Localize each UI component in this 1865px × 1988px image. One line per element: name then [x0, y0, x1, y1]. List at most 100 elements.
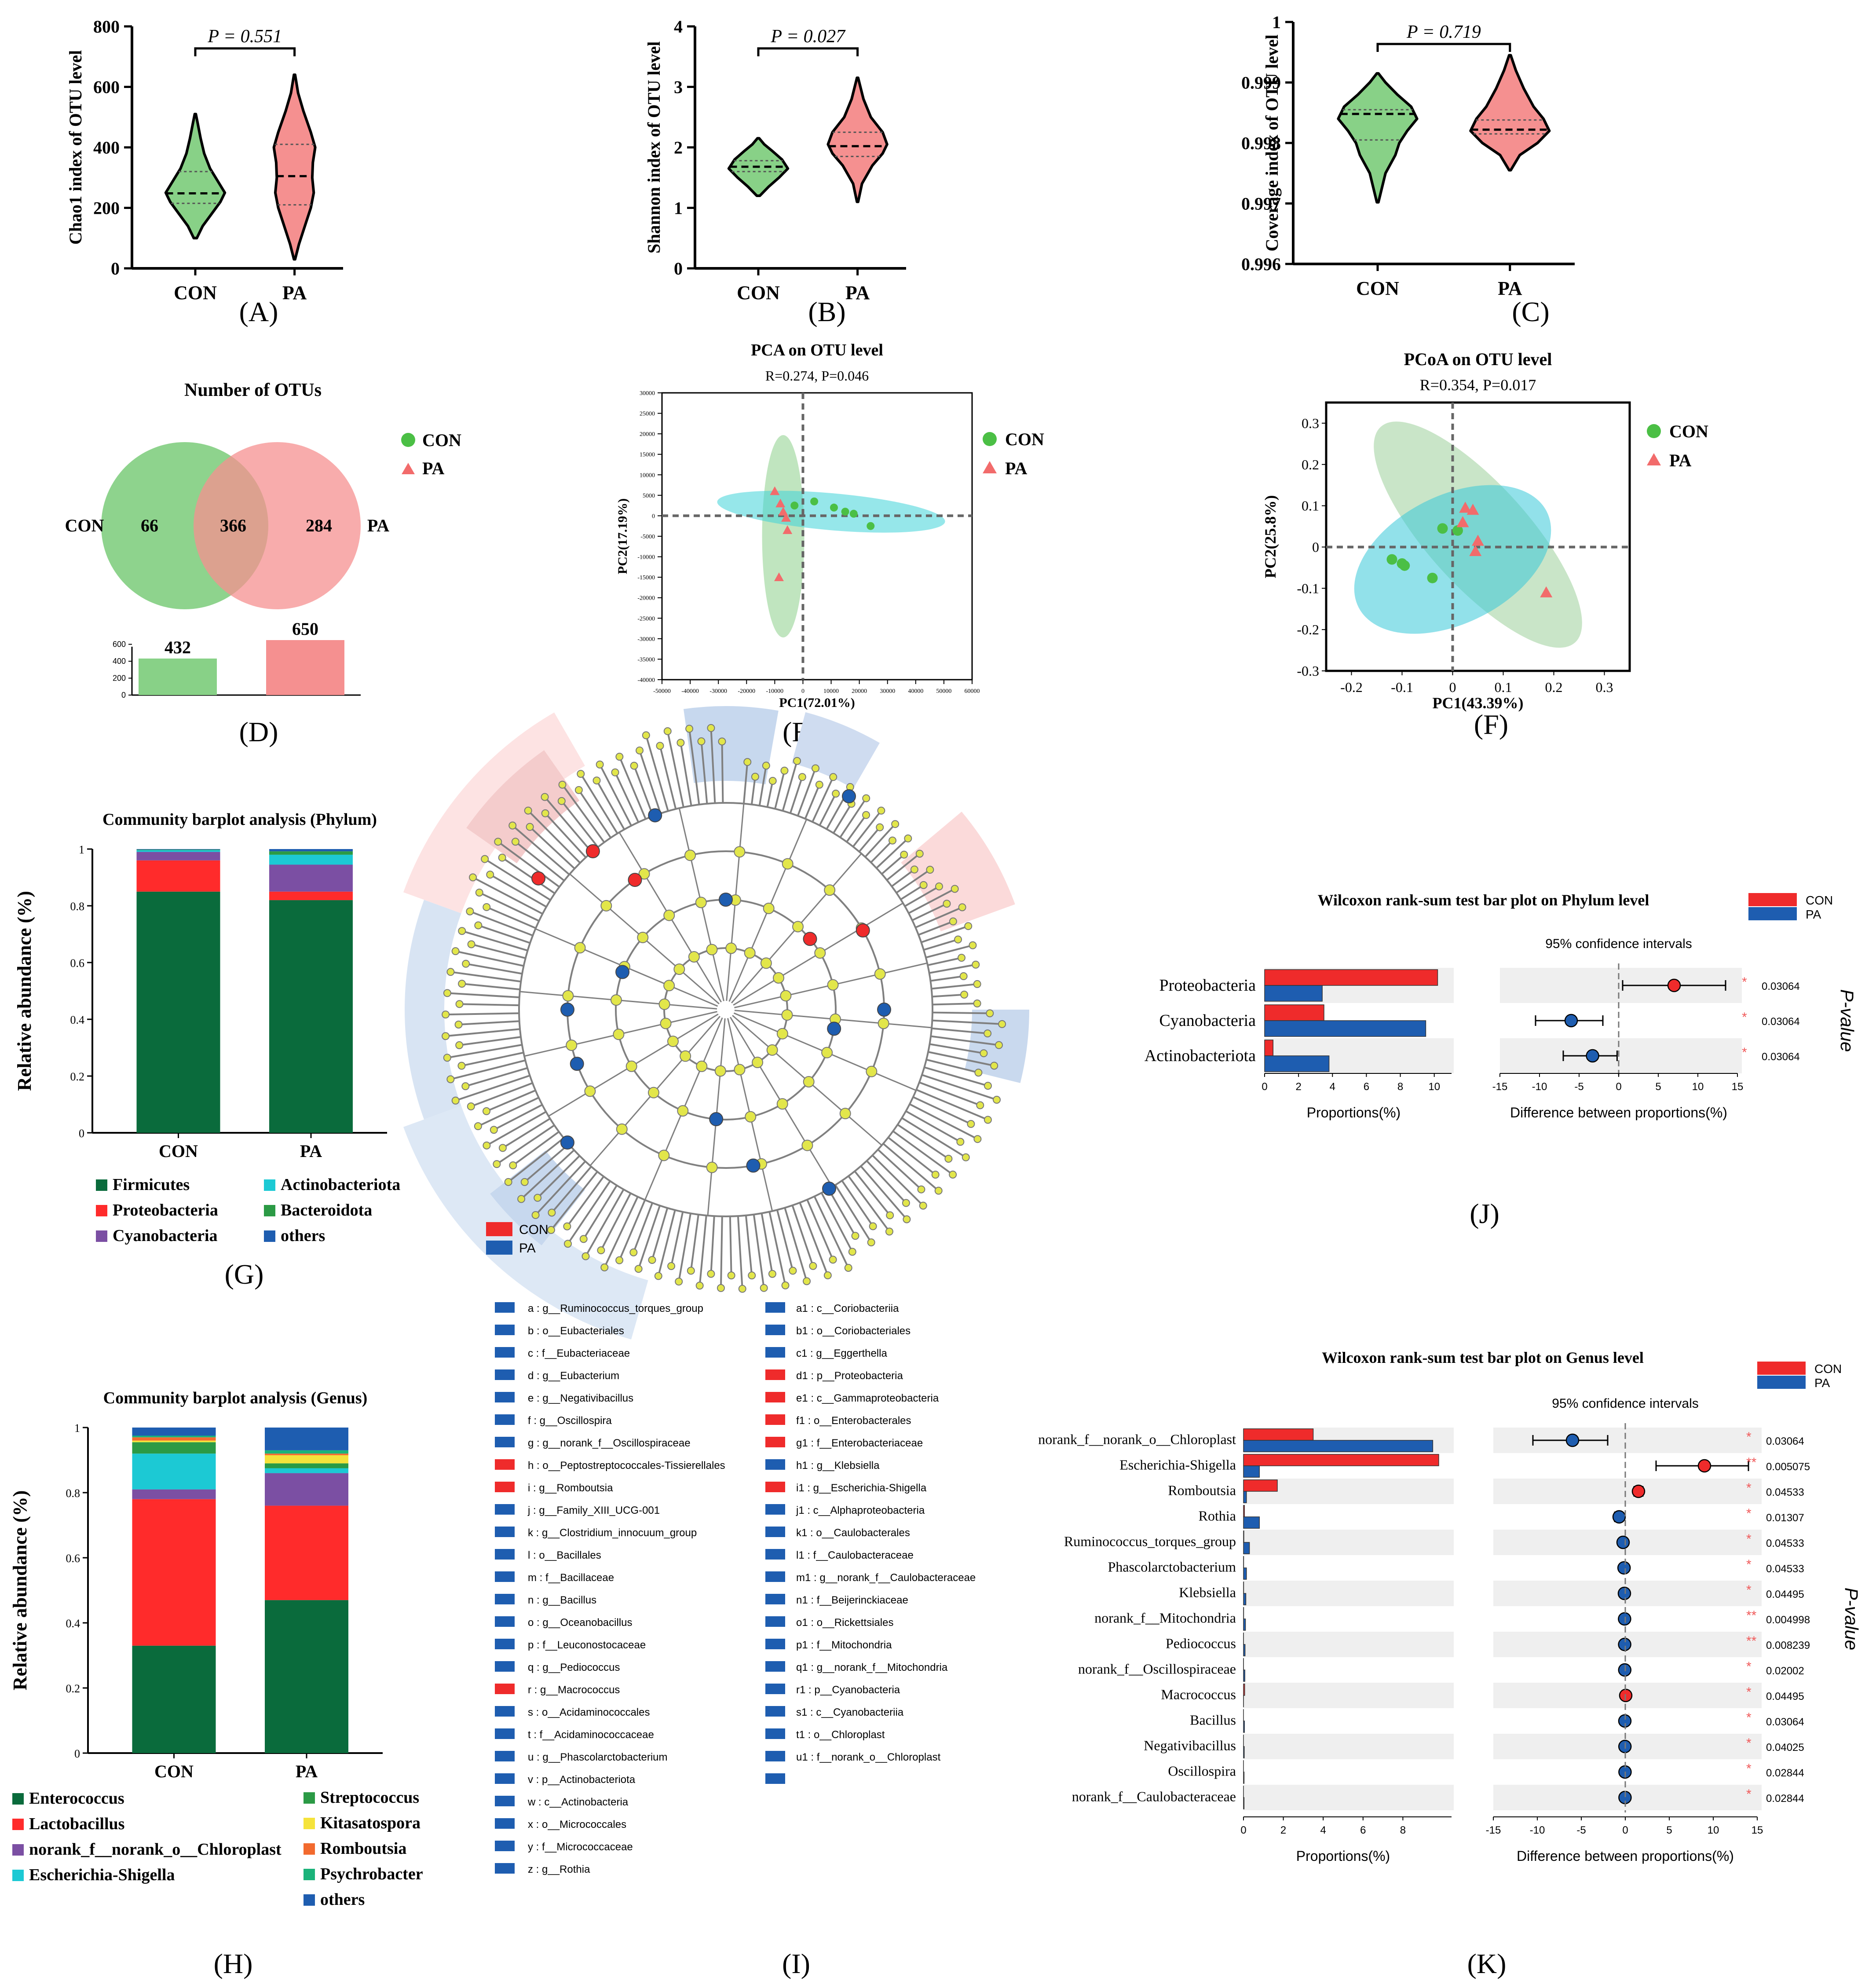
- clade-branch: [512, 1131, 560, 1166]
- x-tick-label: CON: [737, 282, 780, 304]
- clade-branch: [529, 826, 575, 869]
- clade-node: [993, 1095, 1001, 1104]
- clade-branch: [799, 1202, 829, 1276]
- violin-chart-C: 0.996 0.997 0.998 0.999 1 CON PA P = 0.719 Cover…: [1241, 12, 1575, 299]
- clade-branch: [932, 993, 965, 998]
- bar-segment-Cyanobacteria: [269, 864, 353, 892]
- venn-count: 366: [220, 516, 246, 535]
- clade-branch: [698, 1215, 707, 1286]
- clade-node: [469, 873, 477, 882]
- clade-node: [782, 858, 794, 870]
- clade-highlight-con: [466, 750, 580, 864]
- x-axis-label: Difference between proportions(%): [1517, 1848, 1734, 1864]
- clade-node: [531, 1211, 540, 1219]
- chart-title: Community barplot analysis (Genus): [103, 1389, 368, 1407]
- chart-title: PCA on OTU level: [751, 341, 883, 359]
- p-value: 0.04495: [1766, 1691, 1804, 1702]
- significance-bracket: [194, 47, 296, 56]
- legend-label: PA: [1005, 458, 1027, 478]
- clade-node: [766, 1044, 778, 1056]
- key-swatch: [765, 1392, 785, 1402]
- clade-node: [824, 884, 836, 896]
- legend-pa-swatch: [486, 1241, 512, 1255]
- clade-node: [454, 1020, 463, 1029]
- key-swatch: [495, 1684, 515, 1694]
- legend-con-swatch: [1757, 1362, 1806, 1375]
- legend-label: Streptococcus: [320, 1788, 419, 1807]
- key-label: a1 : c__Coriobacteriia: [796, 1303, 899, 1314]
- clade-branch: [928, 1051, 995, 1067]
- bar-pa: [1243, 1593, 1247, 1605]
- clade-node: [579, 1235, 588, 1243]
- venn-bar-CON: [139, 658, 217, 695]
- taxon-label: Ruminococcus_torques_group: [1064, 1534, 1236, 1549]
- clade-branch: [550, 1171, 598, 1231]
- panel-label: (B): [808, 296, 845, 327]
- clade-node: [474, 921, 483, 930]
- y-tick-label: 0.998: [1241, 133, 1281, 153]
- clade-branch: [819, 793, 837, 826]
- clade-branch: [776, 1209, 794, 1271]
- x-tick-label: 30000: [880, 688, 895, 695]
- clade-node: [910, 865, 918, 874]
- clade-node: [827, 979, 839, 991]
- clade-branch: [932, 1019, 1002, 1025]
- clade-branch: [905, 1110, 961, 1143]
- key-label: d1 : p__Proteobacteria: [796, 1370, 903, 1382]
- key-swatch: [765, 1728, 785, 1739]
- y-tick-label: 0.999: [1241, 73, 1281, 93]
- p-value: 0.03064: [1762, 1016, 1800, 1028]
- row-shade: [1243, 1734, 1454, 1759]
- key-label: l1 : f__Caulobacteraceae: [796, 1549, 914, 1561]
- point-con: [1386, 554, 1397, 565]
- y-tick-label: 400: [93, 138, 120, 157]
- bar-pa: [1243, 1618, 1246, 1631]
- p-value: 0.02844: [1766, 1793, 1804, 1805]
- clade-node: [823, 1271, 832, 1280]
- clade-branch: [484, 858, 551, 901]
- clade-node: [483, 1141, 491, 1150]
- x-tick-label: PA: [1498, 278, 1522, 299]
- clade-node: [696, 1060, 708, 1072]
- key-label: q1 : g__norank_f__Mitochondria: [796, 1662, 948, 1673]
- key-label: j : g__Family_XIII_UCG-001: [527, 1505, 660, 1516]
- bar-pa: [1243, 1797, 1245, 1809]
- clade-node: [990, 1062, 998, 1070]
- legend-label: Psychrobacter: [320, 1865, 423, 1883]
- key-label: r1 : p__Cyanobacteria: [796, 1684, 900, 1696]
- x-tick-label: 0: [1449, 679, 1456, 695]
- y-tick-label: 1: [74, 1422, 80, 1435]
- clade-branch: [931, 983, 977, 990]
- clade-node: [634, 1265, 643, 1273]
- legend-pa-marker: [402, 463, 415, 474]
- y-tick-label: 1: [674, 198, 683, 218]
- key-label: n : g__Bacillus: [528, 1594, 596, 1606]
- clade-node: [745, 1111, 757, 1123]
- clade-branch: [761, 1213, 773, 1274]
- clade-node: [780, 990, 792, 1002]
- clade-branch: [469, 910, 533, 937]
- taxon-label: Pediococcus: [1166, 1636, 1236, 1651]
- clade-branch: [827, 1188, 856, 1237]
- p-value: 0.008239: [1766, 1640, 1810, 1651]
- clade-node: [919, 881, 928, 889]
- clade-node: [494, 838, 502, 846]
- clade-branch: [791, 1205, 814, 1267]
- clade-branch: [866, 1160, 907, 1204]
- bar-segment-Enterococcus: [265, 1600, 348, 1753]
- clade-node: [695, 1281, 704, 1290]
- taxon-label: Actinobacteriota: [1145, 1047, 1256, 1065]
- clade-node: [967, 1120, 975, 1128]
- key-swatch: [495, 1818, 515, 1829]
- y-tick-label: 0.6: [66, 1552, 80, 1565]
- x-axis-label: PC1(43.39%): [1433, 694, 1524, 712]
- significance-stars: *: [1746, 1583, 1752, 1597]
- clade-node: [526, 823, 534, 831]
- significance-stars: *: [1746, 1557, 1752, 1572]
- key-label: c1 : g__Eggerthella: [796, 1347, 887, 1359]
- y-tick-label: 0.6: [70, 957, 85, 970]
- key-label: f1 : o__Enterobacterales: [796, 1415, 911, 1427]
- bar-segment-Firmicutes: [269, 900, 353, 1133]
- bar-segment-Streptococcus: [132, 1442, 216, 1454]
- point-pa: [1456, 516, 1469, 527]
